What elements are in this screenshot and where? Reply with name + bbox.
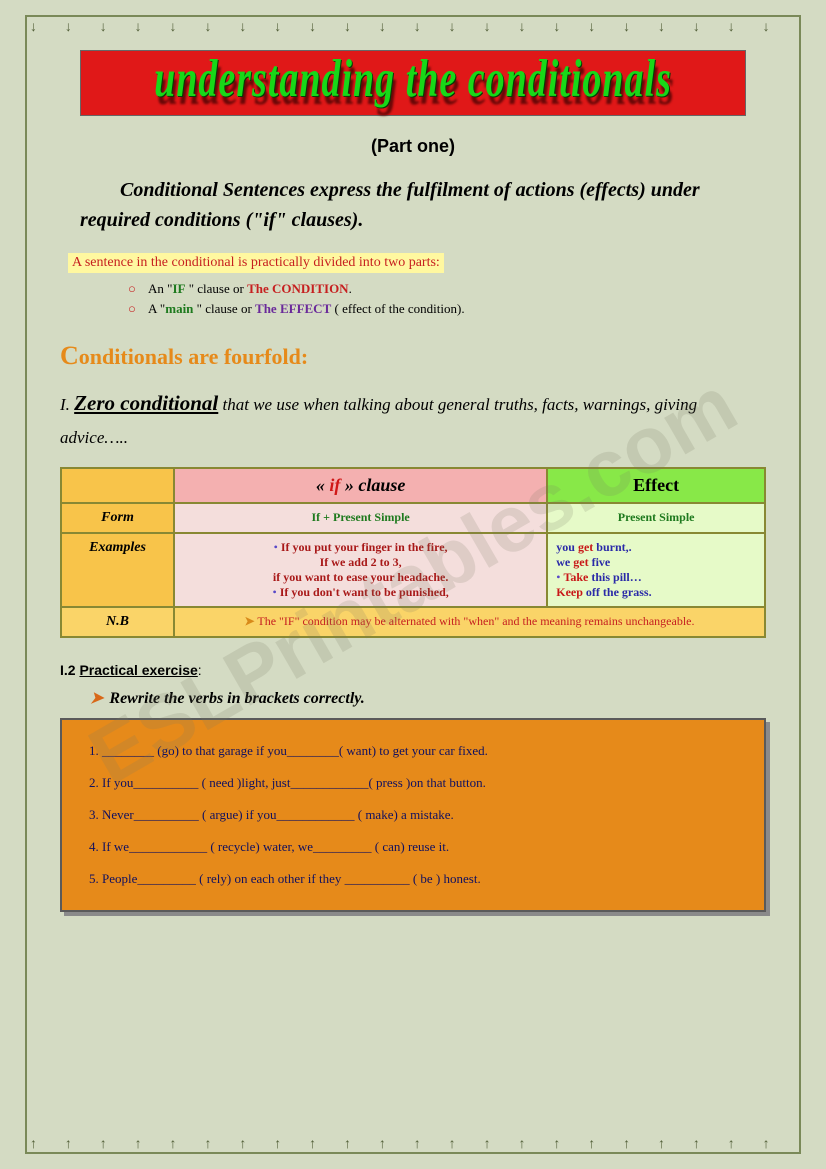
fourfold-heading: Conditionals are fourfold: [60,341,766,371]
ex-if-2: If we add 2 to 3, [320,555,402,569]
effect-word: The EFFECT [255,301,331,316]
big-c: C [60,341,79,370]
bottom-ornament: ↑ ↑ ↑ ↑ ↑ ↑ ↑ ↑ ↑ ↑ ↑ ↑ ↑ ↑ ↑ ↑ ↑ ↑ ↑ ↑ … [30,1135,796,1151]
t: Take [563,570,588,584]
exercise-item: If you__________ ( need )light, just____… [102,770,746,796]
t: this pill… [588,570,641,584]
ex-if-3: if you want to ease your headache. [273,570,448,584]
text: A " [148,301,165,316]
colon: : [198,662,202,678]
t: you [556,540,578,554]
subtitle: (Part one) [60,136,766,157]
text: An " [148,281,172,296]
t: five [589,555,611,569]
top-ornament: ↓ ↓ ↓ ↓ ↓ ↓ ↓ ↓ ↓ ↓ ↓ ↓ ↓ ↓ ↓ ↓ ↓ ↓ ↓ ↓ … [30,18,796,34]
nb-text: The "IF" condition may be alternated wit… [257,614,694,628]
exercise-list: ________ (go) to that garage if you_____… [80,738,746,892]
form-if-cell: If + Present Simple [174,503,547,533]
t: get [573,555,588,569]
intro-paragraph: Conditional Sentences express the fulfil… [60,175,766,235]
t: Keep [556,585,583,599]
t: burnt,. [593,540,631,554]
form-eff-text: Present Simple [618,510,695,524]
condition-word: The CONDITION [247,281,349,296]
form-if-text: If + Present Simple [311,510,409,524]
rewrite-text: Rewrite the verbs in brackets correctly. [109,690,364,707]
parts-list: An "IF " clause or The CONDITION. A "mai… [108,281,766,317]
list-item: A "main " clause or The EFFECT ( effect … [148,301,766,317]
practical-heading: I.2 Practical exercise: [60,662,766,678]
exercise-item: ________ (go) to that garage if you_____… [102,738,746,764]
examples-effect-cell: you get burnt,. we get five • Take this … [547,533,765,607]
exercise-item: People_________ ( rely) on each other if… [102,866,746,892]
practical-num: I.2 [60,662,79,678]
form-row-header: Form [61,503,174,533]
zero-title: Zero conditional [74,391,218,415]
nb-cell: ➤ The "IF" condition may be alternated w… [174,607,765,637]
conditional-table: « if » clause Effect Form If + Present S… [60,467,766,638]
title-banner: understanding the conditionals [80,50,746,116]
effect-header: Effect [547,468,765,503]
main-word: main [165,301,193,316]
yellow-highlight: A sentence in the conditional is practic… [68,253,444,273]
if-clause-header: « if » clause [174,468,547,503]
exercise-item: If we____________ ( recycle) water, we__… [102,834,746,860]
ex-if-4: If you don't want to be punished, [280,585,449,599]
if-word: IF [172,281,185,296]
examples-if-cell: • If you put your finger in the fire, If… [174,533,547,607]
table-corner [61,468,174,503]
rewrite-instruction: ➤ Rewrite the verbs in brackets correctly… [90,688,766,708]
list-item: An "IF " clause or The CONDITION. [148,281,766,297]
fourfold-text: onditionals are fourfold: [79,344,308,369]
arrow-icon: ➤ [90,690,103,707]
text: . [349,281,352,296]
worksheet-page: ↓ ↓ ↓ ↓ ↓ ↓ ↓ ↓ ↓ ↓ ↓ ↓ ↓ ↓ ↓ ↓ ↓ ↓ ↓ ↓ … [0,0,826,1169]
ex-if-1: If you put your finger in the fire, [281,540,448,554]
form-effect-cell: Present Simple [547,503,765,533]
examples-row-header: Examples [61,533,174,607]
text: " clause or [193,301,255,316]
t: off the grass. [583,585,652,599]
exercise-item: Never__________ ( argue) if you_________… [102,802,746,828]
arrow-icon: ➤ [245,614,255,628]
title-text: understanding the conditionals [154,48,672,110]
section-number: I. [60,395,74,414]
t: get [578,540,593,554]
zero-conditional-intro: I. Zero conditional that we use when tal… [60,385,766,453]
yellow-bar-text: A sentence in the conditional is practic… [72,255,440,270]
practical-label: Practical exercise [79,662,197,678]
nb-row-header: N.B [61,607,174,637]
exercise-box: ________ (go) to that garage if you_____… [60,718,766,912]
t: we [556,555,573,569]
text: " clause or [185,281,247,296]
text: ( effect of the condition). [331,301,464,316]
